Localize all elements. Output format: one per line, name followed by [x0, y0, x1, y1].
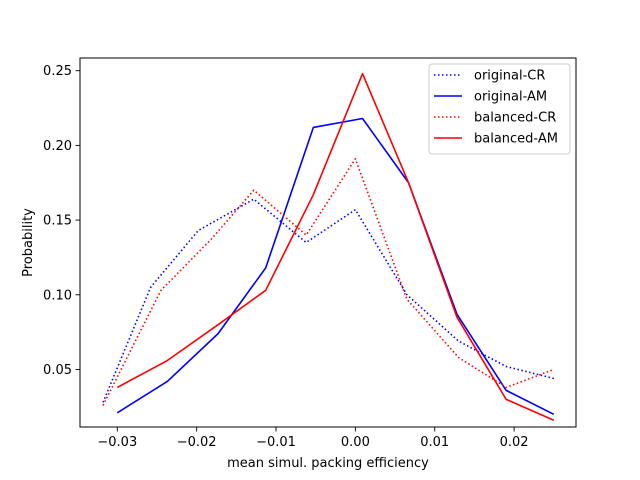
x-axis-ticks: −0.03 −0.02 −0.01 0.00 0.01 0.02 — [97, 427, 529, 450]
y-tick-label: 0.25 — [43, 64, 72, 79]
legend-entries: original-CR original-AM balanced-CR balance… — [434, 69, 558, 147]
x-tick-label: 0.02 — [500, 435, 529, 450]
legend: original-CR original-AM balanced-CR balance… — [428, 63, 571, 155]
series-layer — [102, 72, 555, 422]
legend-label-balanced-CR: balanced-CR — [474, 111, 556, 126]
x-tick-label: −0.02 — [177, 435, 217, 450]
series-line-balanced-AM — [116, 72, 555, 422]
x-tick-label: 0.01 — [420, 435, 449, 450]
y-axis-label: Probability — [21, 208, 36, 277]
y-axis-ticks: 0.05 0.10 0.15 0.20 0.25 — [43, 64, 80, 378]
y-tick-label: 0.10 — [43, 288, 72, 303]
plot-area-frame — [79, 57, 577, 428]
legend-label-original-AM: original-AM — [474, 90, 547, 105]
series-line-balanced-CR — [102, 158, 555, 406]
legend-box — [428, 63, 571, 155]
legend-label-balanced-AM: balanced-AM — [474, 132, 558, 147]
y-tick-label: 0.20 — [43, 139, 72, 154]
series-line-original-AM — [116, 117, 555, 416]
x-tick-label: −0.01 — [256, 435, 296, 450]
y-tick-label: 0.05 — [43, 363, 72, 378]
legend-label-original-CR: original-CR — [474, 69, 545, 84]
x-tick-label: 0.00 — [341, 435, 370, 450]
y-tick-label: 0.15 — [43, 214, 72, 229]
x-tick-label: −0.03 — [97, 435, 137, 450]
x-axis-label: mean simul. packing efficiency — [227, 456, 429, 471]
